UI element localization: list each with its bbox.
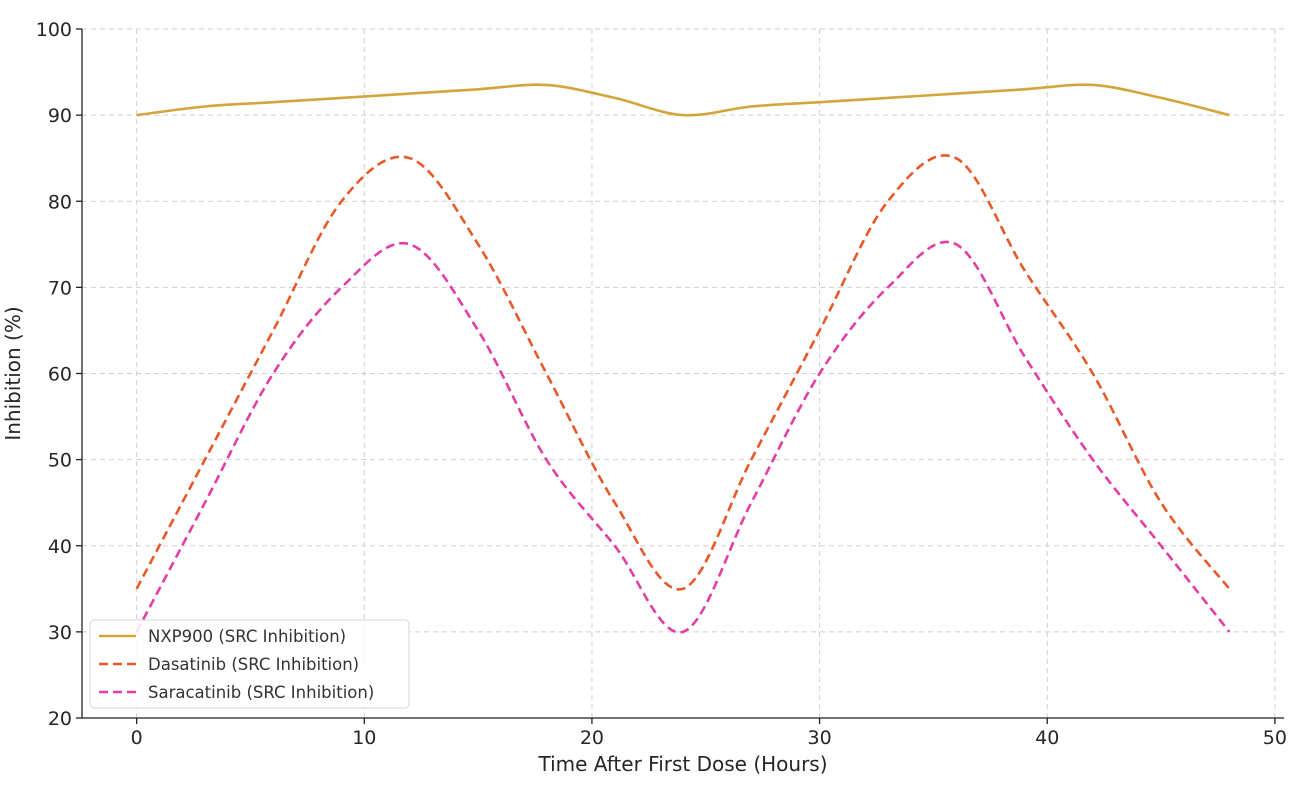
x-tick-label: 50 (1263, 727, 1287, 749)
x-tick-label: 30 (807, 727, 831, 749)
x-axis-label: Time After First Dose (Hours) (537, 752, 827, 776)
y-tick-label: 80 (48, 191, 72, 213)
x-tick-label: 10 (352, 727, 376, 749)
x-tick-label: 40 (1035, 727, 1059, 749)
y-tick-label: 20 (48, 708, 72, 730)
y-tick-label: 70 (48, 277, 72, 299)
legend-entry: Saracatinib (SRC Inhibition) (148, 683, 374, 702)
x-tick-label: 20 (580, 727, 604, 749)
legend-entry: Dasatinib (SRC Inhibition) (148, 655, 359, 674)
grid (82, 28, 1284, 719)
y-axis-label: Inhibition (%) (1, 306, 25, 440)
series-line-1 (136, 83, 1230, 117)
legend: NXP900 (SRC Inhibition) Dasatinib (SRC In… (89, 619, 410, 709)
legend-entry: NXP900 (SRC Inhibition) (148, 627, 346, 646)
series-line-3 (135, 240, 1231, 634)
y-tick-label: 30 (48, 622, 72, 644)
axes: 0 10 20 30 40 50 20 30 40 50 60 70 80 90 100 (36, 19, 1287, 749)
series-lines (135, 83, 1231, 634)
series-line-2 (135, 154, 1231, 591)
x-tick-label: 0 (131, 727, 143, 749)
y-tick-label: 50 (48, 450, 72, 472)
legend-box (89, 619, 410, 709)
y-tick-label: 100 (36, 19, 72, 41)
y-tick-label: 40 (48, 536, 72, 558)
y-tick-label: 60 (48, 364, 72, 386)
y-tick-label: 90 (48, 105, 72, 127)
